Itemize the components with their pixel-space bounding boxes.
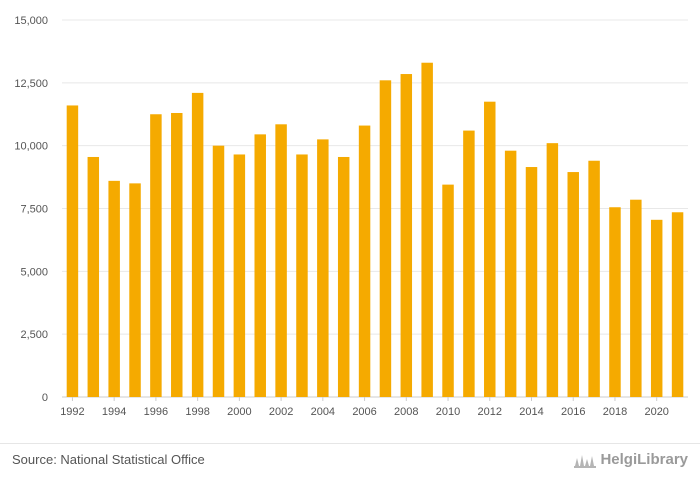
y-tick-label: 10,000 bbox=[14, 141, 48, 153]
bar-2016[interactable] bbox=[567, 172, 579, 397]
bar-2005[interactable] bbox=[337, 156, 350, 397]
bar-1994[interactable] bbox=[108, 180, 120, 397]
bar-2010[interactable] bbox=[442, 184, 454, 397]
bar-1997[interactable] bbox=[171, 112, 183, 397]
bar-2013[interactable] bbox=[504, 150, 517, 397]
bar-2015[interactable] bbox=[546, 143, 559, 397]
x-tick-label: 1996 bbox=[144, 406, 168, 418]
x-tick-label: 2000 bbox=[227, 406, 251, 418]
y-axis-ticks: 0 2,500 5,000 7,500 10,000 12,500 15,000 bbox=[14, 15, 48, 404]
bar-2020[interactable] bbox=[650, 219, 663, 397]
bar-2012[interactable] bbox=[484, 101, 496, 397]
bar-1992[interactable] bbox=[66, 105, 79, 397]
x-tick-label: 1998 bbox=[185, 406, 209, 418]
x-tick-label: 1992 bbox=[60, 406, 84, 418]
bars bbox=[66, 62, 684, 398]
bar-2017[interactable] bbox=[588, 160, 600, 397]
x-tick-label: 2010 bbox=[436, 406, 460, 418]
x-tick-label: 1994 bbox=[102, 406, 126, 418]
source-note: Source: National Statistical Office bbox=[12, 452, 205, 467]
x-axis-ticks: 1992 1994 1996 1998 2000 2002 2004 2006 2008 2010… bbox=[60, 397, 669, 418]
chart-footer: Source: National Statistical Office Helg… bbox=[0, 443, 700, 484]
bar-2014[interactable] bbox=[525, 167, 538, 397]
bar-2001[interactable] bbox=[254, 134, 266, 397]
bar-2008[interactable] bbox=[400, 74, 413, 397]
y-tick-label: 5,000 bbox=[20, 266, 48, 278]
x-tick-label: 2008 bbox=[394, 406, 418, 418]
y-tick-label: 2,500 bbox=[20, 329, 48, 341]
bar-1996[interactable] bbox=[150, 114, 162, 397]
y-tick-label: 7,500 bbox=[20, 204, 48, 216]
x-tick-label: 2020 bbox=[644, 406, 668, 418]
y-tick-label: 12,500 bbox=[14, 78, 48, 90]
bar-2009[interactable] bbox=[421, 62, 433, 398]
bar-2000[interactable] bbox=[233, 154, 246, 397]
bar-1998[interactable] bbox=[191, 92, 204, 398]
x-tick-label: 2014 bbox=[519, 406, 543, 418]
brand-name: HelgiLibrary bbox=[600, 450, 688, 468]
brand-logo[interactable]: HelgiLibrary bbox=[574, 450, 688, 468]
bar-2006[interactable] bbox=[358, 125, 371, 397]
bar-2018[interactable] bbox=[609, 207, 621, 397]
bar-2004[interactable] bbox=[317, 139, 329, 397]
bar-2007[interactable] bbox=[379, 80, 392, 397]
bar-1999[interactable] bbox=[212, 145, 225, 397]
x-tick-label: 2006 bbox=[352, 406, 376, 418]
x-tick-label: 2012 bbox=[478, 406, 502, 418]
helgi-logo-icon bbox=[574, 455, 597, 468]
bar-2002[interactable] bbox=[275, 124, 287, 397]
x-tick-label: 2018 bbox=[603, 406, 627, 418]
y-tick-label: 0 bbox=[42, 392, 48, 404]
bar-1995[interactable] bbox=[129, 183, 141, 397]
y-tick-label: 15,000 bbox=[14, 15, 48, 27]
x-tick-label: 2016 bbox=[561, 406, 585, 418]
gridlines bbox=[62, 19, 688, 398]
bar-2011[interactable] bbox=[463, 130, 475, 397]
bar-1993[interactable] bbox=[87, 156, 100, 397]
bar-2019[interactable] bbox=[630, 199, 642, 397]
x-tick-label: 2004 bbox=[311, 406, 335, 418]
x-tick-label: 2002 bbox=[269, 406, 293, 418]
bar-2003[interactable] bbox=[296, 154, 308, 397]
bar-2021[interactable] bbox=[671, 212, 684, 397]
